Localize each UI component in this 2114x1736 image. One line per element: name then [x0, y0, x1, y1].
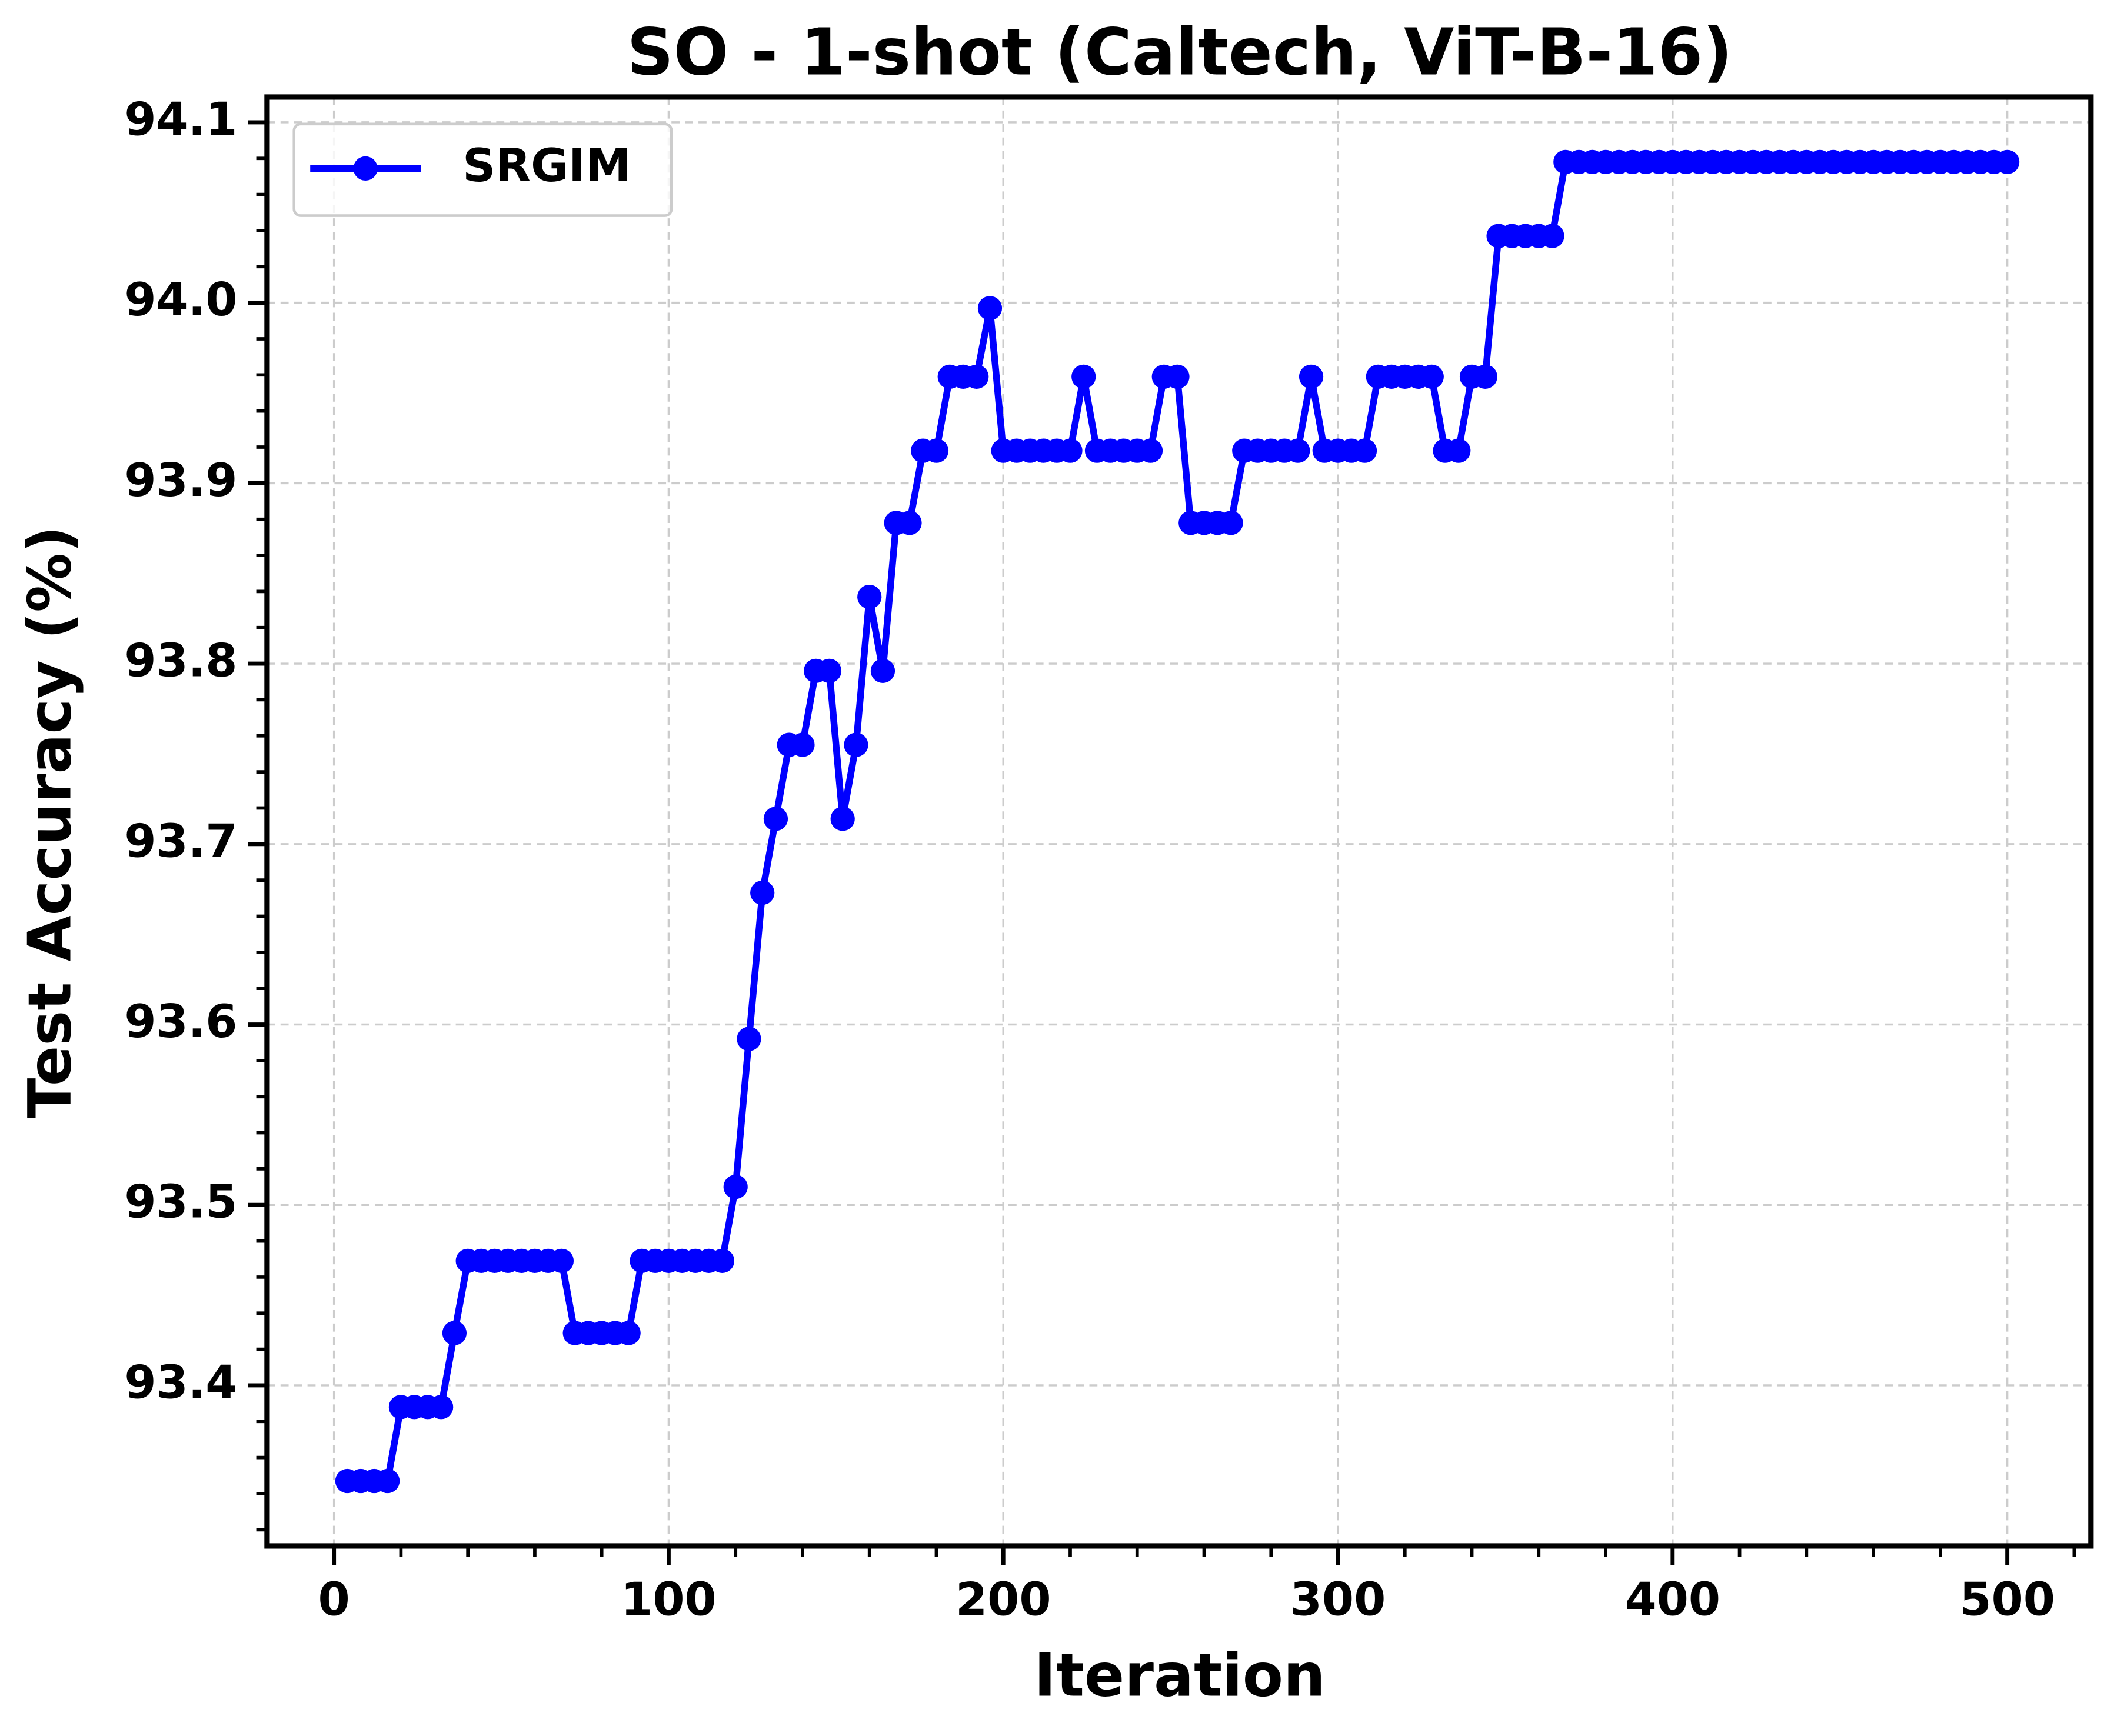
y-tick-label: 94.0: [124, 274, 237, 326]
data-point: [1286, 438, 1310, 463]
data-point: [1446, 438, 1471, 463]
data-point: [897, 511, 922, 535]
legend-box: [292, 122, 673, 217]
data-point: [763, 807, 788, 831]
y-tick-label: 93.8: [124, 635, 237, 688]
x-tick-label: 200: [956, 1574, 1051, 1627]
legend-marker: [353, 156, 378, 181]
data-point: [790, 732, 815, 757]
data-point: [710, 1248, 735, 1273]
data-point: [1540, 224, 1564, 248]
chart-title: SO - 1-shot (Caltech, ViT-B-16): [627, 14, 1733, 89]
data-point: [1138, 438, 1163, 463]
x-tick-label: 300: [1290, 1574, 1386, 1627]
data-point: [844, 732, 868, 757]
data-point: [723, 1174, 748, 1199]
data-line: [347, 158, 2008, 1485]
y-tick-label: 93.9: [124, 454, 237, 507]
data-point: [1058, 438, 1083, 463]
data-point: [924, 438, 949, 463]
data-point: [1071, 364, 1096, 389]
data-point: [964, 364, 989, 389]
data-point: [977, 296, 1003, 321]
data-point: [375, 1468, 400, 1494]
data-point: [1299, 364, 1324, 389]
data-point: [870, 658, 895, 683]
data-point: [1165, 364, 1190, 389]
y-tick-label: 93.7: [124, 815, 237, 868]
data-point: [1352, 438, 1377, 463]
x-tick-label: 500: [1959, 1574, 2055, 1627]
y-tick-label: 93.5: [124, 1176, 237, 1229]
data-point: [1419, 364, 1444, 389]
y-tick-label: 94.1: [124, 93, 237, 146]
x-axis-label: Iteration: [1034, 1641, 1326, 1710]
y-axis-label: Test Accuracy (%): [15, 526, 85, 1119]
x-tick-label: 400: [1625, 1574, 1721, 1627]
data-point: [857, 584, 882, 609]
y-tick-label: 93.6: [124, 995, 237, 1048]
x-tick-label: 100: [621, 1574, 717, 1627]
data-point: [1473, 364, 1497, 389]
data-point: [817, 658, 842, 683]
data-point: [442, 1321, 467, 1345]
data-point: [1995, 149, 2020, 175]
data-point: [616, 1321, 641, 1345]
data-point: [737, 1027, 761, 1051]
data-point: [1219, 511, 1243, 535]
data-point: [830, 807, 855, 831]
x-tick-label: 0: [318, 1574, 350, 1627]
plot-frame: [264, 94, 2094, 1549]
y-tick-label: 93.4: [124, 1356, 237, 1409]
data-point: [429, 1395, 454, 1420]
data-point: [750, 880, 775, 905]
data-point: [549, 1248, 574, 1273]
legend-label: SRGIM: [462, 139, 631, 192]
